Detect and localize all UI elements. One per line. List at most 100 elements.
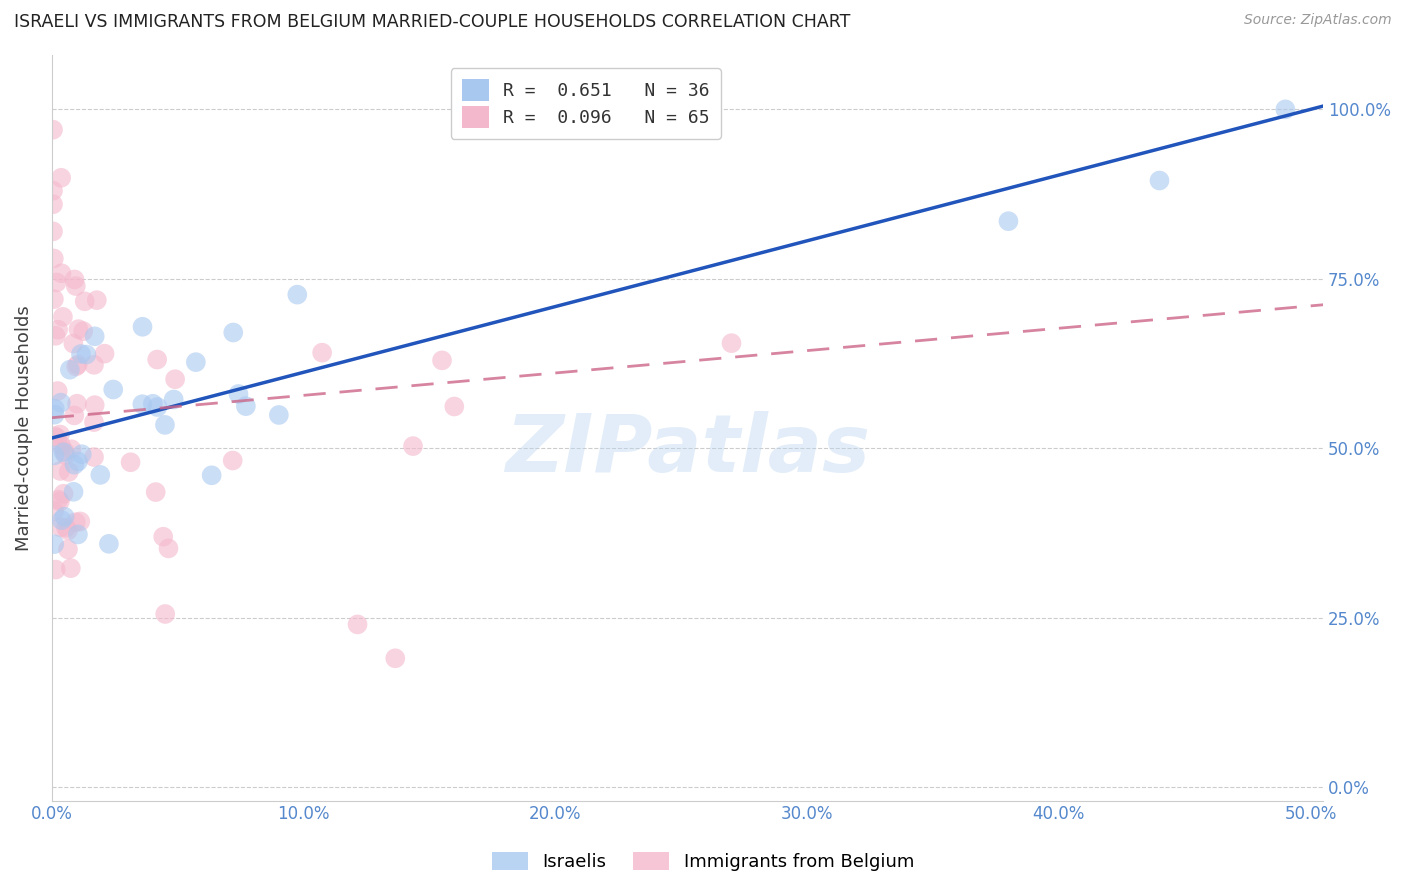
- Point: [70, 347, 93, 361]
- Point: [83, 450, 105, 464]
- Point: [1149, 173, 1171, 187]
- Point: [83, 398, 105, 412]
- Point: [222, 453, 245, 467]
- Point: [66, 358, 89, 372]
- Point: [59, 561, 82, 575]
- Point: [42, 197, 65, 211]
- Point: [62, 484, 84, 499]
- Point: [55, 521, 77, 535]
- Point: [83, 415, 105, 429]
- Point: [235, 399, 257, 413]
- Point: [83, 358, 105, 372]
- Point: [42, 292, 65, 306]
- Point: [267, 408, 290, 422]
- Point: [49, 520, 72, 534]
- Point: [42, 122, 65, 136]
- Point: [52, 445, 75, 459]
- Point: [184, 355, 207, 369]
- Point: [48, 492, 70, 507]
- Point: [146, 400, 169, 414]
- Point: [49, 427, 72, 442]
- Point: [56, 542, 79, 557]
- Point: [42, 184, 65, 198]
- Y-axis label: Married-couple Households: Married-couple Households: [15, 305, 32, 550]
- Point: [42, 224, 65, 238]
- Text: ISRAELI VS IMMIGRANTS FROM BELGIUM MARRIED-COUPLE HOUSEHOLDS CORRELATION CHART: ISRAELI VS IMMIGRANTS FROM BELGIUM MARRI…: [14, 13, 851, 31]
- Point: [67, 322, 90, 336]
- Point: [997, 214, 1019, 228]
- Point: [63, 409, 86, 423]
- Point: [72, 324, 94, 338]
- Point: [65, 279, 87, 293]
- Point: [55, 448, 77, 462]
- Point: [153, 417, 176, 432]
- Point: [49, 494, 72, 508]
- Point: [346, 617, 368, 632]
- Point: [157, 541, 180, 556]
- Point: [49, 170, 72, 185]
- Point: [201, 468, 224, 483]
- Point: [51, 513, 73, 527]
- Point: [52, 310, 75, 324]
- Point: [63, 272, 86, 286]
- Point: [1274, 103, 1296, 117]
- Point: [60, 442, 83, 457]
- Legend: R =  0.651   N = 36, R =  0.096   N = 65: R = 0.651 N = 36, R = 0.096 N = 65: [451, 68, 721, 139]
- Point: [58, 465, 80, 479]
- Text: Source: ZipAtlas.com: Source: ZipAtlas.com: [1244, 13, 1392, 28]
- Legend: Israelis, Immigrants from Belgium: Israelis, Immigrants from Belgium: [485, 845, 921, 879]
- Point: [51, 266, 73, 280]
- Point: [86, 293, 108, 307]
- Point: [69, 515, 91, 529]
- Point: [66, 397, 89, 411]
- Point: [49, 395, 72, 409]
- Point: [44, 448, 66, 462]
- Point: [145, 485, 167, 500]
- Point: [228, 387, 250, 401]
- Point: [103, 383, 125, 397]
- Point: [53, 444, 76, 458]
- Point: [146, 352, 169, 367]
- Point: [46, 323, 69, 337]
- Point: [44, 429, 66, 443]
- Point: [56, 524, 79, 538]
- Point: [155, 607, 177, 621]
- Point: [44, 401, 66, 416]
- Point: [45, 276, 67, 290]
- Point: [430, 353, 453, 368]
- Point: [59, 362, 82, 376]
- Point: [65, 359, 87, 374]
- Point: [285, 287, 308, 301]
- Point: [152, 530, 174, 544]
- Point: [49, 464, 72, 478]
- Point: [53, 509, 76, 524]
- Point: [97, 537, 120, 551]
- Point: [165, 372, 187, 386]
- Point: [44, 504, 66, 518]
- Text: ZIPatlas: ZIPatlas: [505, 411, 870, 489]
- Point: [42, 252, 65, 266]
- Point: [720, 336, 742, 351]
- Point: [46, 431, 69, 445]
- Point: [311, 345, 333, 359]
- Point: [52, 487, 75, 501]
- Point: [402, 439, 425, 453]
- Point: [45, 563, 67, 577]
- Point: [131, 319, 153, 334]
- Point: [46, 384, 69, 398]
- Point: [89, 467, 111, 482]
- Point: [222, 326, 245, 340]
- Point: [163, 392, 186, 407]
- Point: [83, 329, 105, 343]
- Point: [75, 347, 97, 361]
- Point: [384, 651, 406, 665]
- Point: [44, 408, 66, 422]
- Point: [65, 515, 87, 529]
- Point: [66, 454, 89, 468]
- Point: [120, 455, 142, 469]
- Point: [44, 537, 66, 551]
- Point: [66, 527, 89, 541]
- Point: [131, 397, 153, 411]
- Point: [45, 328, 67, 343]
- Point: [73, 294, 96, 309]
